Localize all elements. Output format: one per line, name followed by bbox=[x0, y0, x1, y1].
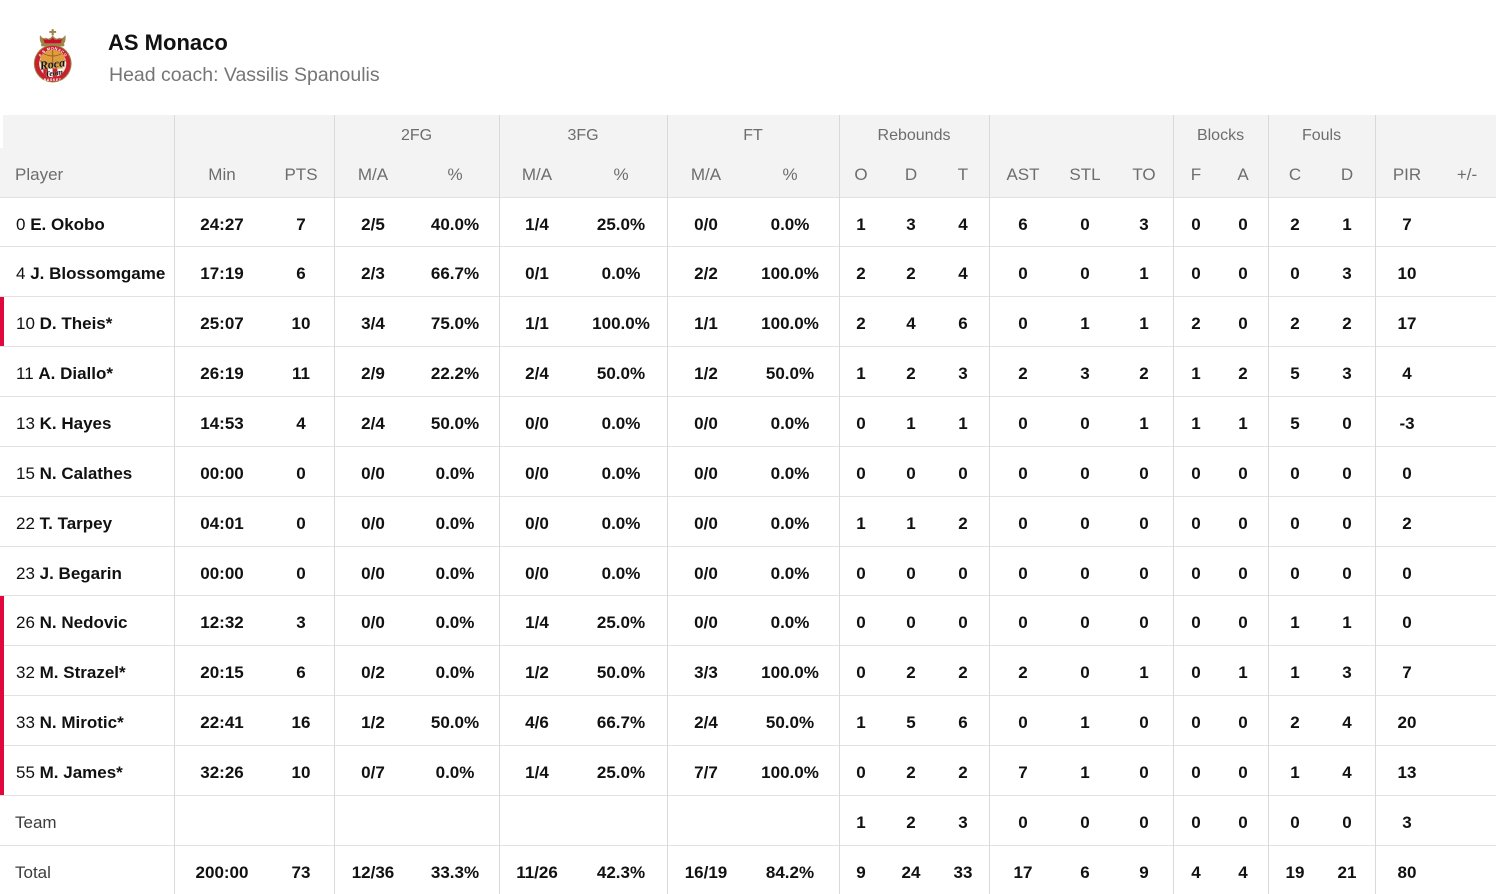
svg-text:Team: Team bbox=[44, 67, 63, 78]
svg-text:Roca: Roca bbox=[38, 55, 66, 73]
svg-text:BASKET: BASKET bbox=[44, 78, 62, 82]
